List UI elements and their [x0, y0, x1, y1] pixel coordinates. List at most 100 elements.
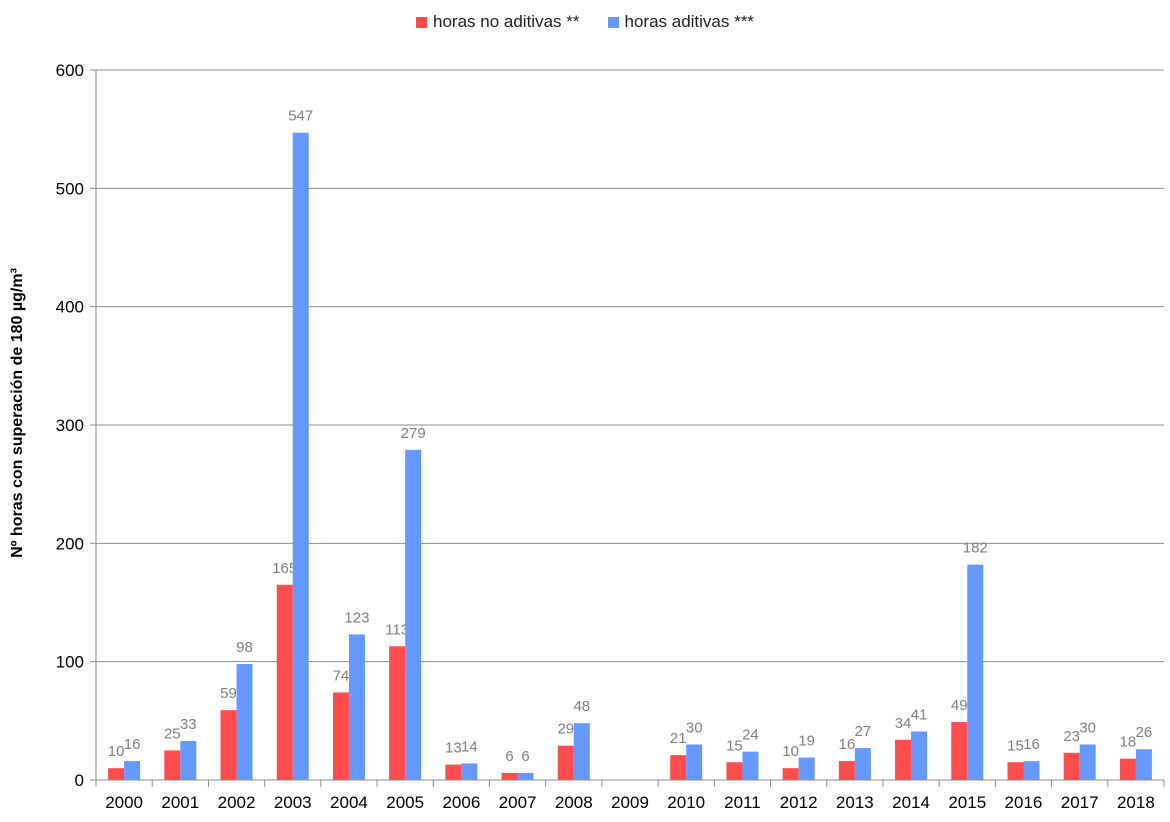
- bar-aditivas: [854, 748, 871, 780]
- data-label: 33: [180, 716, 197, 733]
- bar-no-aditivas: [951, 722, 968, 780]
- x-tick-label: 2001: [161, 793, 199, 812]
- bar-aditivas: [798, 757, 815, 780]
- data-label: 15: [1007, 737, 1024, 754]
- x-tick-label: 2004: [330, 793, 368, 812]
- bar-no-aditivas: [1007, 762, 1024, 780]
- data-label: 16: [1023, 736, 1040, 753]
- data-label: 16: [124, 736, 141, 753]
- bar-aditivas: [967, 564, 984, 780]
- data-label: 6: [505, 748, 513, 765]
- bar-aditivas: [292, 132, 309, 780]
- bar-no-aditivas: [332, 692, 349, 780]
- bar-no-aditivas: [782, 768, 799, 780]
- data-label: 48: [573, 698, 590, 715]
- x-tick-label: 2016: [1005, 793, 1043, 812]
- bar-no-aditivas: [1119, 758, 1136, 780]
- data-label: 10: [108, 743, 125, 760]
- data-label: 13: [445, 740, 462, 757]
- y-tick-label: 0: [75, 771, 84, 790]
- bar-aditivas: [124, 761, 141, 780]
- x-tick-label: 2017: [1061, 793, 1099, 812]
- data-label: 74: [333, 667, 350, 684]
- data-label: 547: [288, 108, 313, 125]
- y-tick-label: 600: [56, 61, 84, 80]
- bar-aditivas: [1079, 744, 1096, 780]
- legend-swatch-no-aditivas: [416, 16, 428, 28]
- bar-aditivas: [517, 772, 534, 780]
- x-tick-label: 2003: [274, 793, 312, 812]
- x-tick-label: 2011: [724, 793, 761, 812]
- x-tick-label: 2012: [780, 793, 818, 812]
- data-label: 19: [798, 733, 815, 750]
- data-label: 24: [742, 727, 759, 744]
- x-tick-label: 2000: [105, 793, 143, 812]
- data-label: 49: [951, 697, 968, 714]
- bar-no-aditivas: [726, 762, 743, 780]
- y-tick-label: 400: [56, 298, 84, 317]
- data-label: 30: [1079, 720, 1096, 737]
- data-label: 34: [895, 715, 912, 732]
- data-label: 16: [838, 736, 855, 753]
- data-label: 25: [164, 725, 181, 742]
- data-label: 98: [236, 639, 253, 656]
- bar-no-aditivas: [164, 750, 181, 780]
- x-tick-label: 2009: [611, 793, 649, 812]
- y-tick-label: 500: [56, 179, 84, 198]
- bar-aditivas: [911, 731, 928, 780]
- x-tick-label: 2013: [836, 793, 874, 812]
- x-tick-label: 2018: [1117, 793, 1155, 812]
- data-label: 6: [521, 748, 529, 765]
- bar-aditivas: [1023, 761, 1040, 780]
- bar-aditivas: [742, 751, 759, 780]
- bar-aditivas: [686, 744, 703, 780]
- legend-item-no-aditivas: horas no aditivas **: [416, 12, 580, 32]
- data-label: 14: [461, 738, 478, 755]
- x-tick-label: 2014: [892, 793, 930, 812]
- chart-legend: horas no aditivas ** horas aditivas ***: [0, 12, 1170, 32]
- data-label: 26: [1136, 724, 1153, 741]
- x-tick-label: 2007: [499, 793, 537, 812]
- bar-no-aditivas: [1063, 752, 1080, 780]
- data-label: 10: [782, 743, 799, 760]
- bar-no-aditivas: [838, 761, 855, 780]
- y-tick-label: 200: [56, 534, 84, 553]
- data-label: 41: [911, 706, 928, 723]
- bar-no-aditivas: [108, 768, 125, 780]
- bar-no-aditivas: [389, 646, 406, 780]
- data-label: 182: [963, 540, 988, 557]
- data-label: 23: [1063, 728, 1080, 745]
- legend-item-aditivas: horas aditivas ***: [607, 12, 754, 32]
- bar-aditivas: [405, 449, 422, 780]
- legend-swatch-aditivas: [607, 16, 619, 28]
- x-tick-label: 2015: [948, 793, 986, 812]
- x-tick-label: 2005: [386, 793, 424, 812]
- bar-aditivas: [180, 740, 197, 780]
- data-label: 27: [854, 723, 871, 740]
- bar-aditivas: [573, 723, 590, 780]
- data-label: 18: [1120, 734, 1137, 751]
- y-tick-label: 100: [56, 653, 84, 672]
- data-label: 15: [726, 737, 743, 754]
- bar-aditivas: [348, 634, 365, 780]
- data-label: 113: [385, 621, 409, 638]
- x-tick-label: 2006: [442, 793, 480, 812]
- bar-no-aditivas: [670, 755, 687, 780]
- bar-no-aditivas: [276, 584, 293, 780]
- bar-no-aditivas: [220, 710, 237, 780]
- x-tick-label: 2002: [218, 793, 256, 812]
- bar-no-aditivas: [557, 745, 574, 780]
- bar-aditivas: [1135, 749, 1152, 780]
- legend-label-aditivas: horas aditivas ***: [624, 12, 754, 31]
- data-label: 279: [401, 425, 426, 442]
- y-tick-label: 300: [56, 416, 84, 435]
- data-label: 29: [557, 721, 574, 738]
- bar-no-aditivas: [501, 772, 518, 780]
- data-label: 165: [272, 560, 297, 577]
- bar-aditivas: [236, 664, 253, 780]
- data-label: 30: [686, 720, 703, 737]
- data-label: 59: [220, 685, 237, 702]
- data-label: 21: [670, 730, 687, 747]
- bar-no-aditivas: [895, 739, 912, 780]
